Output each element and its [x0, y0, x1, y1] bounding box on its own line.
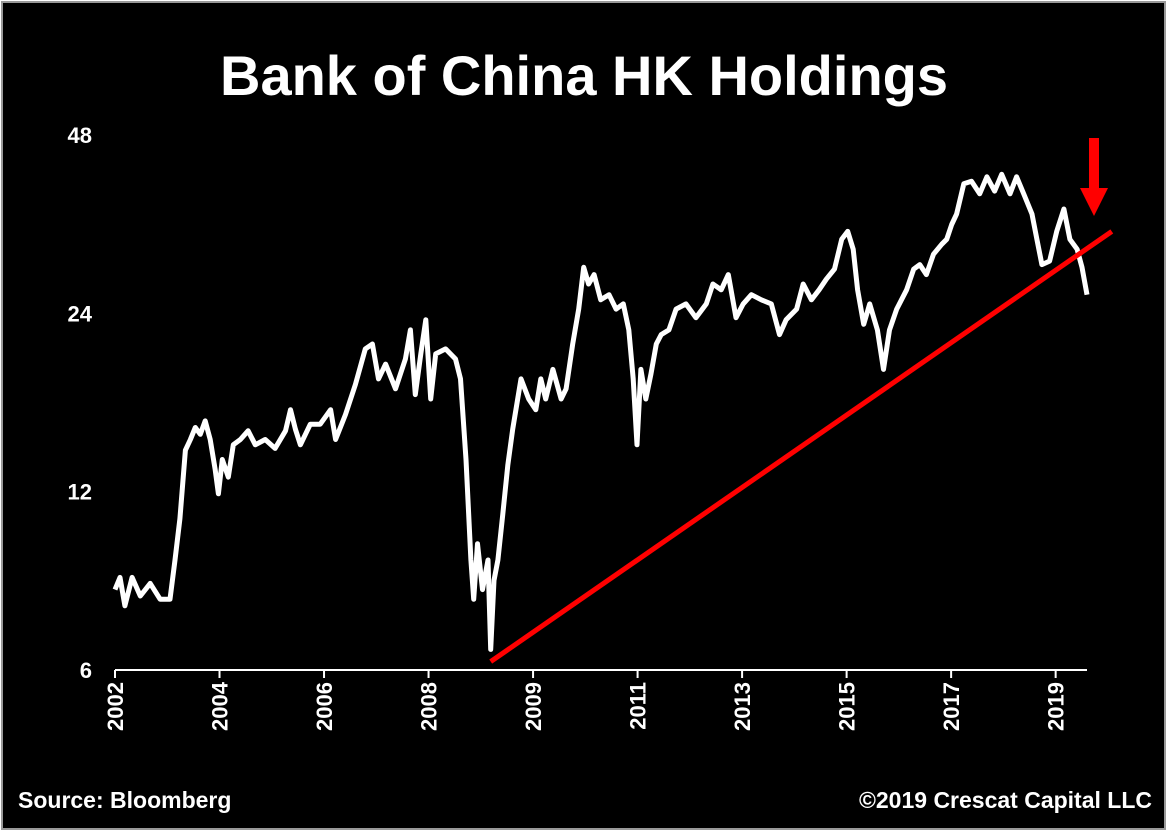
x-tick-label: 2019	[1044, 682, 1069, 731]
arrow-shaft	[1089, 138, 1099, 190]
x-tick-label: 2009	[521, 682, 546, 731]
trend-line	[489, 229, 1114, 664]
x-tick-label: 2011	[626, 682, 651, 730]
price-line	[112, 171, 1090, 652]
arrow	[1080, 138, 1108, 216]
x-tick-label: 2015	[835, 682, 860, 731]
y-tick-label: 48	[68, 123, 92, 148]
x-tick-label: 2017	[939, 682, 964, 731]
y-tick-label: 24	[68, 301, 93, 326]
source-note: Source: Bloomberg	[18, 787, 231, 813]
x-tick-label: 2013	[730, 682, 755, 731]
x-tick-label: 2006	[312, 682, 337, 731]
copyright-note: ©2019 Crescat Capital LLC	[859, 787, 1152, 813]
chart-title: Bank of China HK Holdings	[220, 44, 948, 107]
y-tick-label: 12	[68, 480, 92, 505]
arrow-head	[1080, 188, 1108, 216]
x-tick-label: 2002	[103, 682, 128, 731]
x-tick-label: 2008	[417, 682, 442, 731]
x-tick-label: 2004	[208, 681, 233, 731]
y-tick-label: 6	[80, 658, 92, 683]
